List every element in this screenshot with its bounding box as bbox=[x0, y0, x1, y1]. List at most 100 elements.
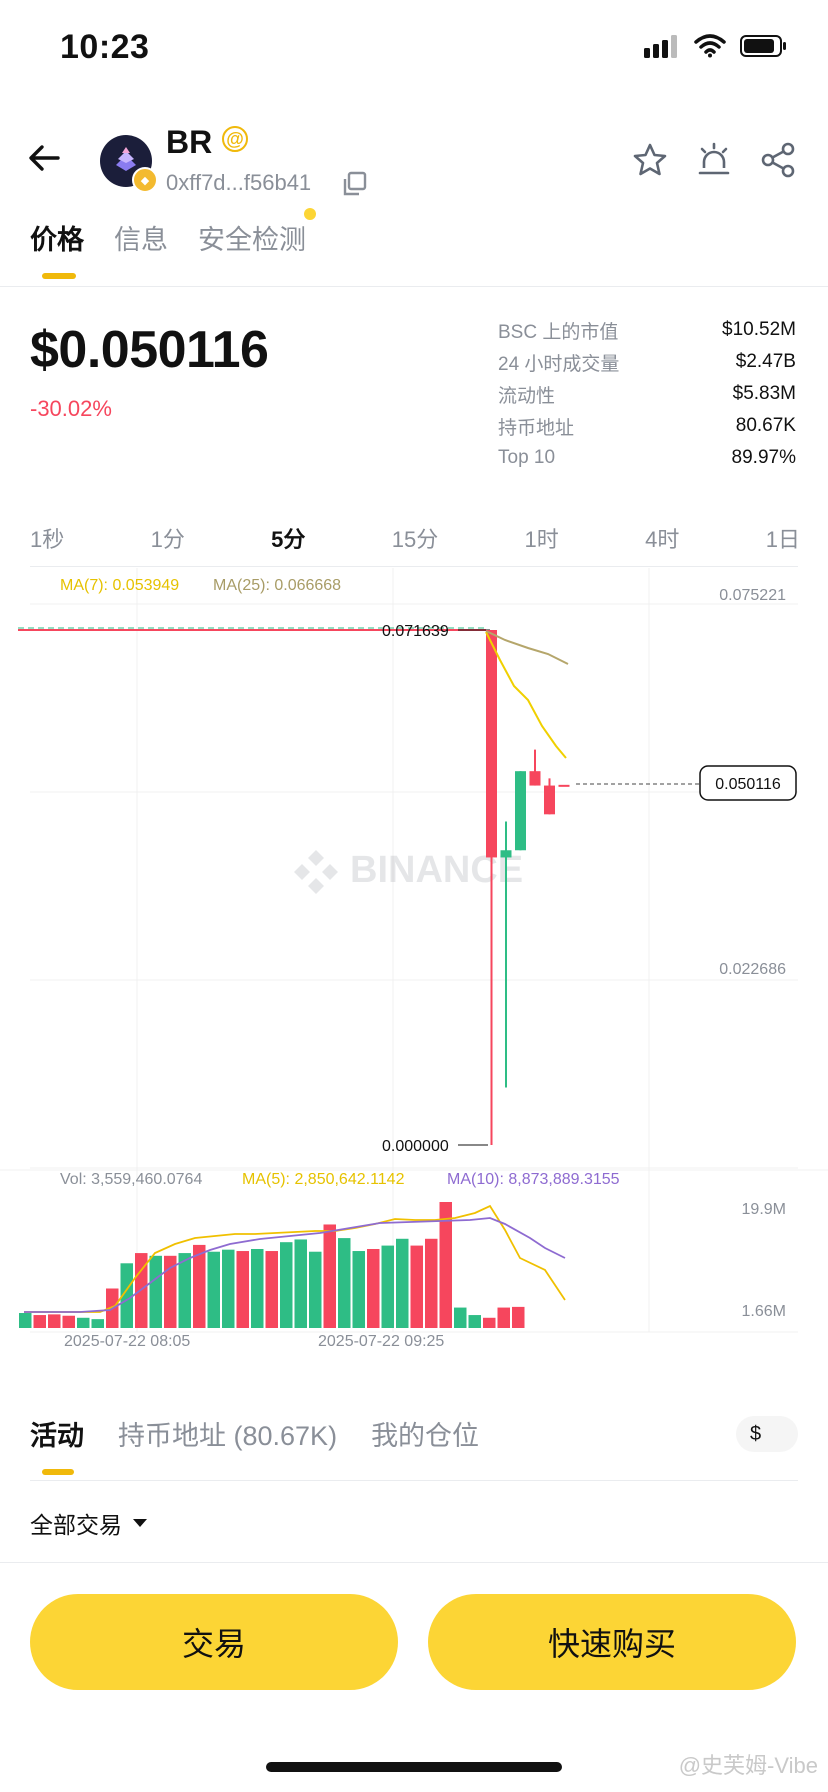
stat-label: BSC 上的市值 bbox=[498, 321, 619, 343]
token-logo-icon bbox=[116, 147, 136, 171]
volume-bar bbox=[352, 1251, 365, 1328]
price-chart[interactable]: BINANCE MA(7): 0.053949 MA(25): 0.066668… bbox=[0, 568, 828, 1348]
quick-buy-button[interactable]: 快速购买 bbox=[428, 1594, 796, 1690]
candle-body bbox=[515, 771, 526, 851]
status-time: 10:23 bbox=[60, 28, 150, 66]
binance-logo-icon bbox=[294, 850, 338, 894]
candle-body bbox=[500, 850, 512, 858]
trade-button[interactable]: 交易 bbox=[30, 1594, 398, 1690]
volume-bar bbox=[410, 1245, 423, 1328]
volume-bar bbox=[367, 1248, 380, 1328]
volume-bar bbox=[236, 1251, 249, 1328]
price-axis-label: 0.022686 bbox=[719, 961, 786, 978]
volume-bar bbox=[381, 1245, 394, 1328]
caret-down-icon bbox=[133, 1519, 147, 1527]
interval-4h[interactable]: 4时 bbox=[645, 527, 680, 552]
volume-bar bbox=[91, 1319, 104, 1328]
stat-value: $2.47B bbox=[735, 351, 796, 372]
volume-bar bbox=[280, 1242, 293, 1328]
divider bbox=[30, 1480, 798, 1481]
stat-label: 流动性 bbox=[498, 385, 556, 407]
main-tabs: 价格 信息 安全检测 bbox=[30, 208, 316, 279]
currency-toggle[interactable]: $ bbox=[736, 1416, 798, 1452]
copy-icon[interactable] bbox=[340, 170, 368, 198]
volume-bar bbox=[396, 1238, 409, 1328]
volume-bar bbox=[33, 1315, 46, 1328]
token-stats: BSC 上的市值 $10.52M 24 小时成交量 $2.47B 流动性 $5.83M… bbox=[498, 314, 796, 474]
volume-ma5-label: MA(5): 2,850,642.1142 bbox=[242, 1171, 405, 1188]
volume-bar bbox=[294, 1239, 307, 1328]
token-symbol: BR bbox=[166, 124, 213, 160]
home-indicator[interactable] bbox=[266, 1762, 562, 1772]
ma25-label: MA(25): 0.066668 bbox=[213, 577, 341, 594]
volume-bar bbox=[338, 1238, 351, 1328]
star-icon[interactable] bbox=[630, 140, 670, 180]
notification-dot bbox=[304, 208, 316, 220]
activity-tabs: 活动 持币地址 (80.67K) 我的仓位 bbox=[30, 1414, 480, 1475]
binance-alpha-at-icon: @ bbox=[222, 126, 248, 152]
interval-1h[interactable]: 1时 bbox=[524, 527, 559, 552]
chart-grid bbox=[30, 568, 798, 1333]
candlesticks bbox=[486, 630, 570, 1145]
time-axis-label: 2025-07-22 08:05 bbox=[64, 1333, 190, 1348]
token-logo: ◆ bbox=[100, 135, 158, 193]
status-icons bbox=[644, 34, 788, 58]
cellular-signal-icon bbox=[644, 35, 677, 58]
divider bbox=[0, 1562, 828, 1563]
time-axis-label: 2025-07-22 09:25 bbox=[318, 1333, 444, 1348]
watermark-text: BINANCE bbox=[350, 849, 523, 891]
stat-label: 24 小时成交量 bbox=[498, 353, 620, 375]
status-bar: 10:23 bbox=[0, 0, 828, 100]
tab-security-check[interactable]: 安全检测 bbox=[198, 208, 316, 275]
volume-bar bbox=[309, 1251, 322, 1328]
interval-15m[interactable]: 15分 bbox=[391, 527, 439, 552]
tab-security-check-label: 安全检测 bbox=[198, 225, 306, 255]
volume-bar bbox=[425, 1238, 438, 1328]
ma25-line bbox=[485, 630, 569, 665]
divider bbox=[30, 566, 798, 567]
interval-5m[interactable]: 5分 bbox=[271, 527, 306, 552]
battery-icon bbox=[740, 35, 786, 57]
tab-info[interactable]: 信息 bbox=[114, 225, 168, 255]
candle-body bbox=[529, 771, 541, 786]
interval-1m[interactable]: 1分 bbox=[150, 527, 185, 552]
volume-bar bbox=[77, 1317, 90, 1328]
ma7-line bbox=[485, 631, 567, 759]
tab-holders[interactable]: 持币地址 (80.67K) bbox=[118, 1421, 338, 1451]
stat-row-liquidity: 流动性 $5.83M bbox=[498, 378, 796, 410]
tab-price[interactable]: 价格 bbox=[30, 218, 84, 279]
volume-ma10-label: MA(10): 8,873,889.3155 bbox=[447, 1171, 620, 1188]
binance-watermark: BINANCE bbox=[294, 849, 523, 894]
interval-1s[interactable]: 1秒 bbox=[30, 527, 65, 552]
interval-1d[interactable]: 1日 bbox=[765, 527, 800, 552]
current-price-box bbox=[699, 765, 797, 801]
volume-bar bbox=[265, 1251, 278, 1328]
volume-bar bbox=[468, 1315, 481, 1328]
stat-value: $5.83M bbox=[732, 383, 796, 404]
divider bbox=[0, 286, 828, 287]
interval-selector: 1秒 1分 5分 15分 1时 4时 1日 bbox=[30, 522, 800, 554]
trade-filter-label: 全部交易 bbox=[30, 1512, 122, 1538]
alert-bell-icon[interactable] bbox=[694, 140, 734, 180]
stat-label: Top 10 bbox=[498, 447, 556, 468]
volume-axis-label: 19.9M bbox=[742, 1201, 786, 1218]
volume-bar bbox=[454, 1307, 467, 1328]
current-price-tag: 0.050116 bbox=[715, 776, 781, 793]
volume-bar bbox=[149, 1255, 162, 1328]
tab-my-positions[interactable]: 我的仓位 bbox=[371, 1421, 480, 1451]
volume-ma5-line bbox=[24, 1204, 566, 1313]
tab-activity[interactable]: 活动 bbox=[30, 1414, 84, 1475]
stat-row-volume: 24 小时成交量 $2.47B bbox=[498, 346, 796, 378]
volume-bar bbox=[120, 1263, 133, 1328]
volume-bar bbox=[193, 1244, 206, 1328]
low-price-label: 0.000000 bbox=[382, 1138, 449, 1155]
footer-watermark: @史芙姆-Vibe bbox=[678, 1753, 818, 1778]
trade-filter-dropdown[interactable]: 全部交易 bbox=[30, 1506, 148, 1540]
stat-value: 80.67K bbox=[735, 415, 796, 436]
stat-value: 89.97% bbox=[731, 447, 796, 468]
volume-bar bbox=[164, 1255, 177, 1328]
back-arrow-icon[interactable] bbox=[24, 138, 64, 178]
candle-body bbox=[558, 784, 570, 787]
share-icon[interactable] bbox=[758, 140, 798, 180]
volume-bar bbox=[178, 1253, 191, 1328]
